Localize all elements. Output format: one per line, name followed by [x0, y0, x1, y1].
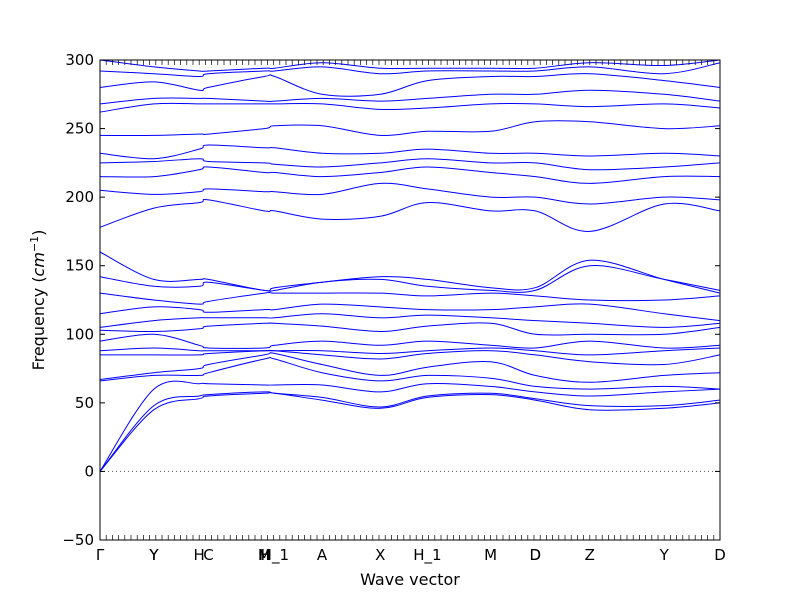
band-line-12: [99, 292, 721, 305]
y-tick-label: 200: [65, 188, 94, 206]
x-tick-label: Y: [148, 546, 159, 564]
x-tick-label: M: [258, 546, 271, 564]
series-group: [99, 59, 721, 472]
band-line-18: [99, 158, 721, 171]
band-line-2: [99, 391, 721, 472]
band-line-9: [99, 322, 721, 336]
x-tick-label: H: [259, 546, 270, 564]
band-line-20: [99, 120, 721, 137]
x-tick-label: H_1: [261, 546, 289, 565]
x-tick-label: A: [317, 546, 328, 564]
band-line-6: [100, 349, 721, 366]
band-line-3: [99, 380, 721, 472]
y-axis-label-prefix: Frequency (: [29, 276, 48, 370]
x-tick-label: Y: [659, 546, 670, 564]
x-tick-label: Z: [585, 546, 595, 564]
band-line-15: [99, 199, 721, 232]
x-tick-label: X: [375, 546, 385, 564]
x-tick-label: Y: [148, 546, 159, 564]
band-line-23: [99, 73, 721, 97]
y-axis-label-unit: cm: [29, 252, 48, 276]
x-tick-label: H_1: [413, 546, 441, 565]
band-line-1: [99, 392, 721, 472]
band-line-17: [99, 166, 721, 184]
y-tick-label: 0: [84, 462, 94, 480]
x-tick-label: D: [714, 546, 726, 564]
x-tick-label: D: [529, 546, 541, 564]
y-axis-label-exponent: −1: [28, 236, 41, 252]
band-line-5: [99, 352, 721, 383]
band-line-10: [99, 313, 721, 328]
y-tick-label: 100: [65, 325, 94, 343]
x-tick-label: H: [194, 546, 205, 564]
y-tick-label: −50: [62, 531, 94, 549]
band-line-11: [99, 303, 721, 322]
plot-frame: [99, 59, 721, 541]
band-line-7: [99, 347, 721, 356]
band-line-4: [99, 356, 721, 390]
axis-ticks: [99, 59, 721, 541]
y-axis-label: Frequency (cm−1): [28, 230, 48, 371]
y-axis-label-suffix: ): [29, 230, 48, 236]
y-tick-label: 250: [65, 120, 94, 138]
band-line-16: [99, 182, 721, 205]
band-line-24: [99, 62, 721, 78]
band-line-14: [99, 251, 721, 294]
band-line-13: [99, 265, 721, 293]
band-line-8: [99, 333, 721, 349]
x-tick-label: M: [484, 546, 497, 564]
band-line-22: [99, 89, 721, 105]
band-line-19: [99, 144, 721, 160]
x-axis-label: Wave vector: [360, 570, 460, 589]
y-tick-labels: −50 0 50 100 150 200 250 300: [62, 51, 94, 549]
x-tick-label: C: [203, 546, 213, 564]
y-tick-label: 50: [75, 394, 94, 412]
x-tick-label: Γ: [96, 546, 105, 564]
band-line-21: [99, 102, 721, 113]
y-tick-label: 300: [65, 51, 94, 69]
x-tick-labels: Γ YY HC HMH_1 A X H_1 M DD Z Y D: [96, 546, 726, 565]
y-tick-label: 150: [65, 257, 94, 275]
x-tick-label: D: [529, 546, 541, 564]
